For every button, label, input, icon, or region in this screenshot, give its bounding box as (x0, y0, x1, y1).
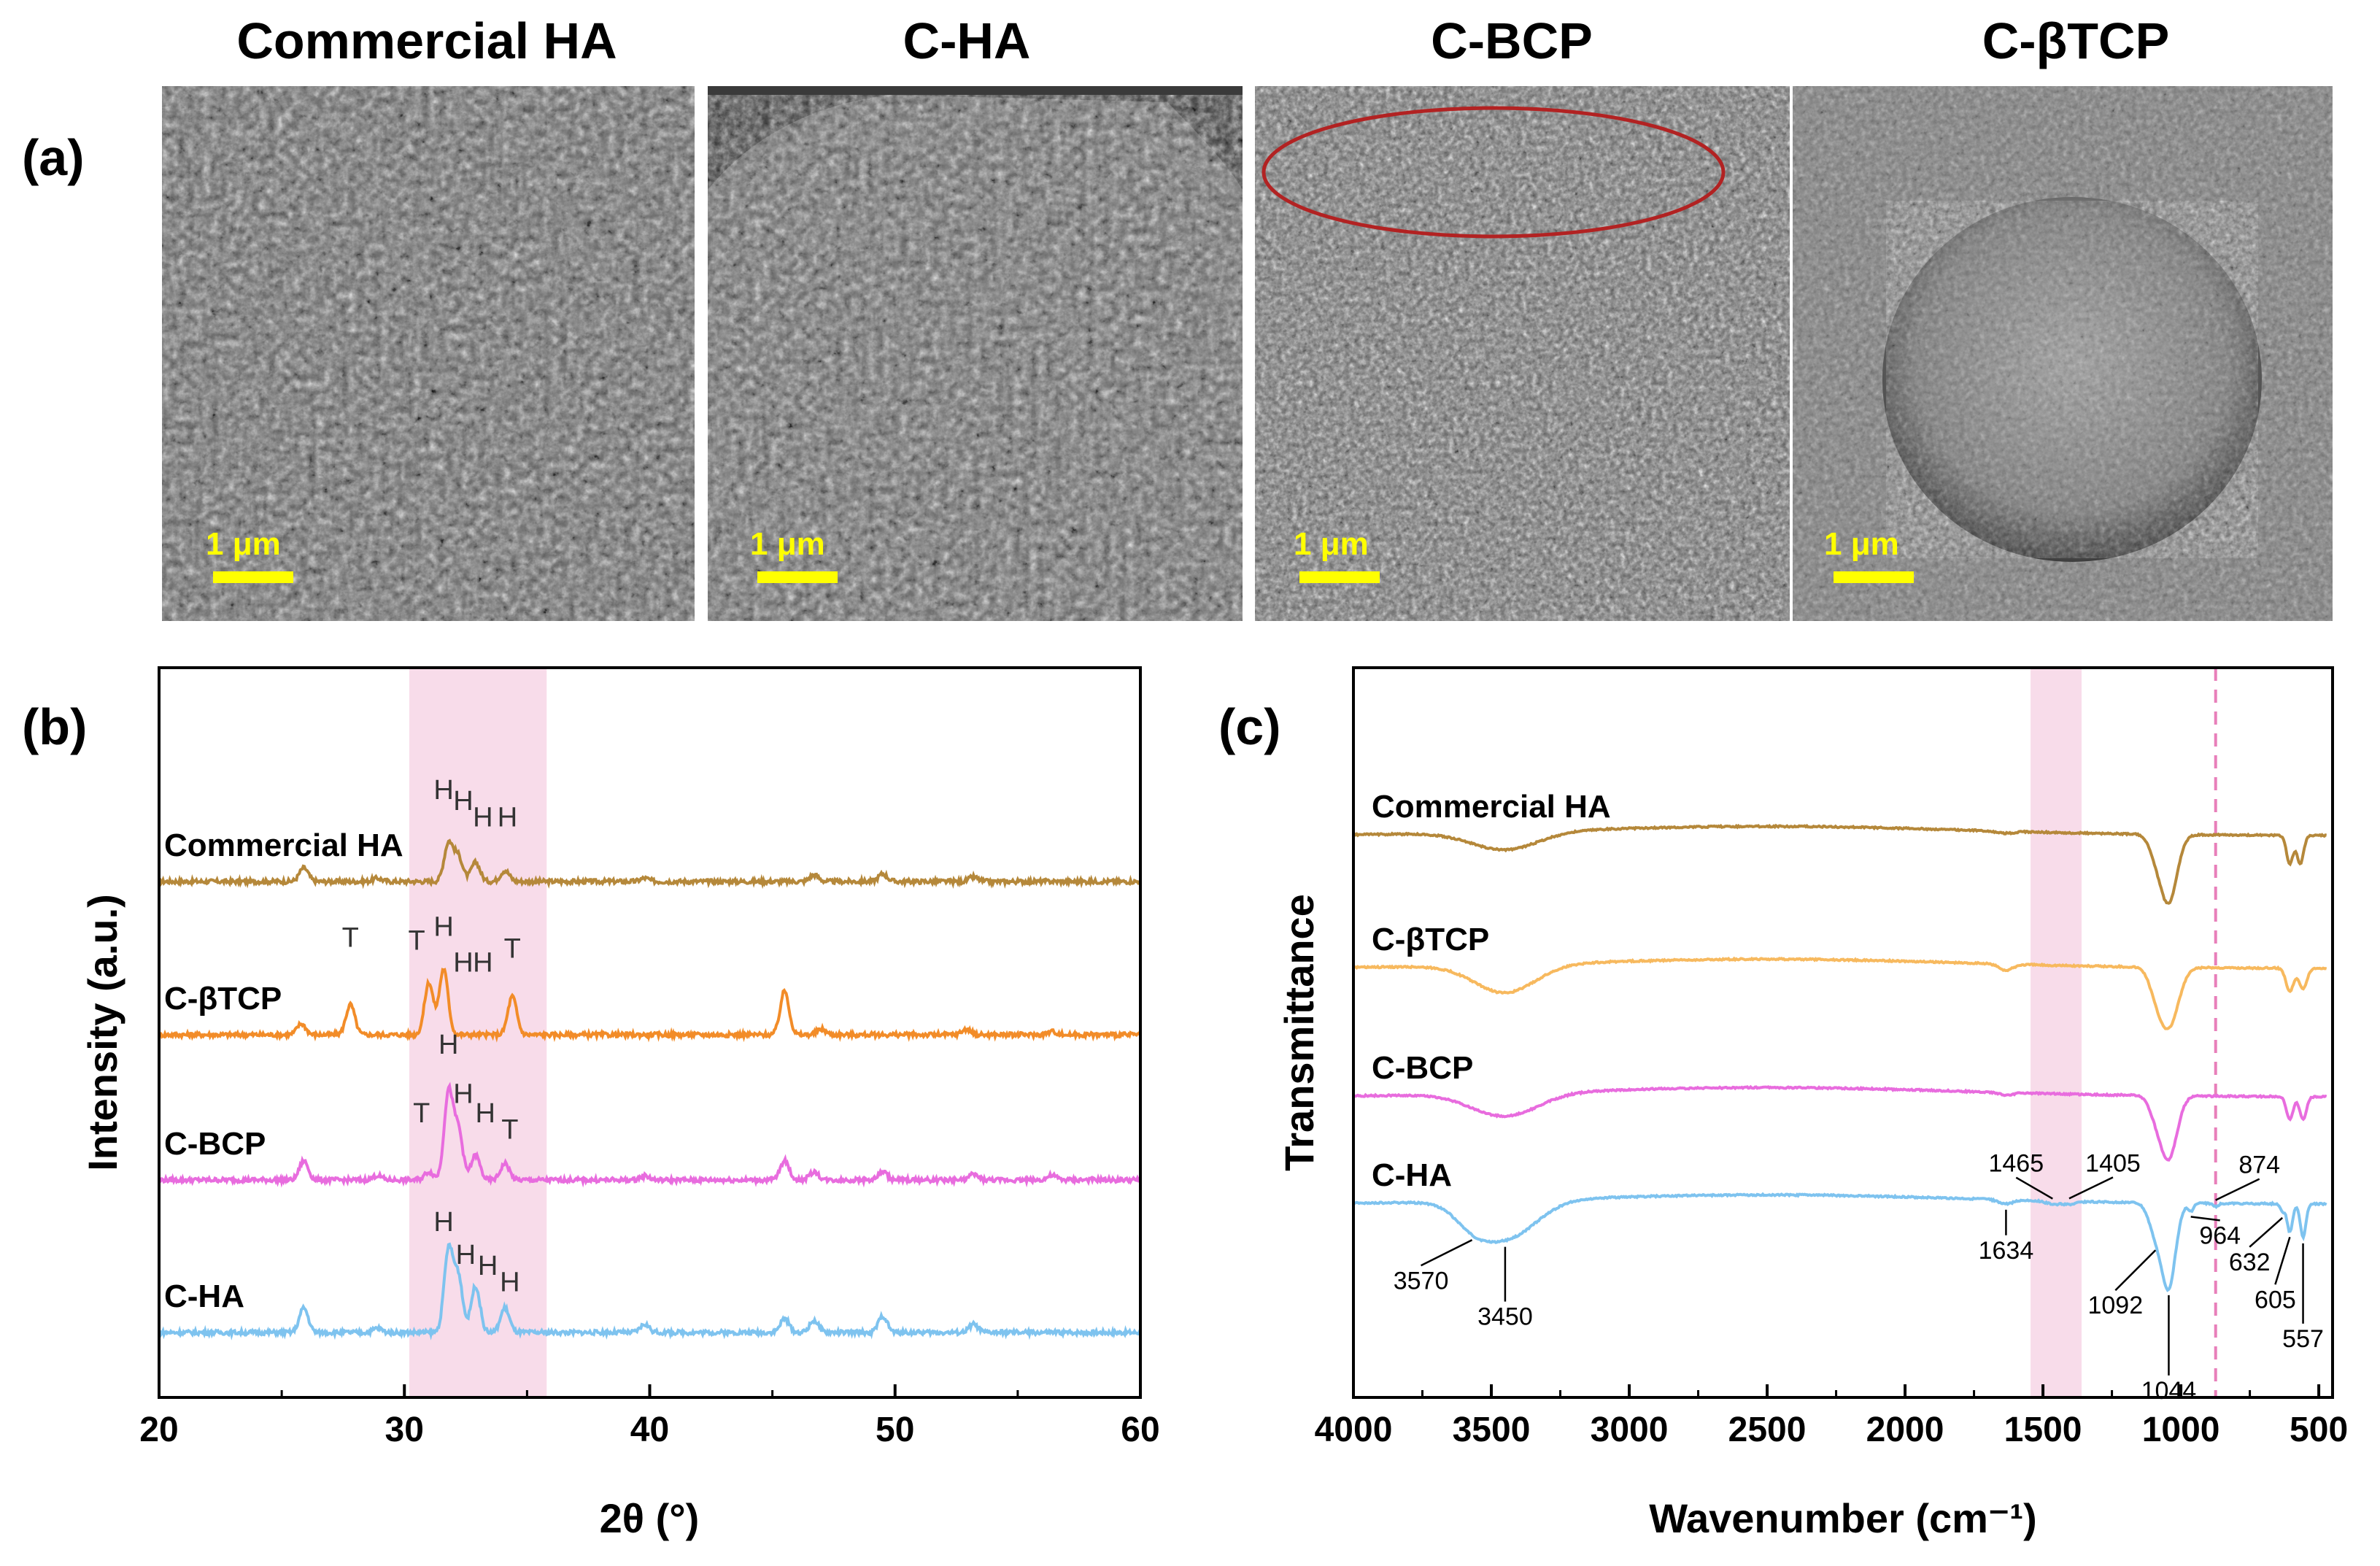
sem-image-3: C-BCP 1 μm (1255, 12, 1790, 621)
sem-title-4: C-βTCP (1982, 12, 2170, 69)
ftir-ylabel: Transmittance (1276, 894, 1322, 1171)
xrd-peak-marker: H (475, 1098, 495, 1129)
ftir-annotation-arrow (2015, 1176, 2053, 1200)
xrd-xtick-label: 30 (385, 1411, 424, 1449)
sem-title-2: C-HA (903, 12, 1031, 69)
xrd-peak-marker: T (413, 1098, 430, 1129)
xrd-xtick-label: 60 (1121, 1411, 1159, 1449)
xrd-series-line (158, 838, 1142, 890)
ftir-annotation-arrow (2068, 1176, 2114, 1200)
xrd-xtick-label: 50 (876, 1411, 914, 1449)
sem-title-1: Commercial HA (236, 12, 617, 69)
ftir-series-line (1353, 823, 2327, 905)
ftir-highlight-band (2031, 668, 2082, 1397)
ftir-xlabel: Wavenumber (cm⁻¹) (1649, 1495, 2037, 1541)
ftir-series-line (1353, 1084, 2327, 1162)
ftir-annotation: 3450 (1477, 1303, 1533, 1331)
ftir-annotation: 605 (2255, 1286, 2296, 1314)
xrd-series-line (158, 1081, 1142, 1188)
ftir-annotation: 1465 (1988, 1150, 2044, 1178)
xrd-peak-marker: H (498, 803, 517, 833)
xrd-series-label: C-βTCP (164, 981, 282, 1017)
ftir-annotation: 1634 (1979, 1237, 2034, 1265)
xrd-peak-marker: H (433, 1207, 453, 1238)
xrd-peak-marker: H (456, 1240, 476, 1270)
xrd-peak-marker: H (453, 947, 473, 978)
panel-label-c: (c) (1218, 698, 1281, 755)
ftir-annotation: 1092 (2087, 1292, 2143, 1319)
xrd-series-line (158, 968, 1142, 1043)
ftir-series-label: C-βTCP (1372, 922, 1489, 957)
ftir-xtick-label: 500 (2290, 1411, 2348, 1449)
ftir-annotation-arrow (2274, 1236, 2291, 1285)
scale-bar-1 (213, 571, 293, 583)
ftir-annotation: 557 (2282, 1325, 2324, 1353)
xrd-xtick-label: 20 (139, 1411, 178, 1449)
xrd-peak-marker: H (433, 775, 453, 806)
ftir-annotation-arrow (2114, 1249, 2157, 1292)
ftir-annotation: 1044 (2141, 1377, 2197, 1405)
xrd-peak-marker: H (473, 947, 492, 978)
ftir-xtick-label: 3000 (1591, 1411, 1669, 1449)
scale-label-1: 1 μm (206, 526, 281, 562)
xrd-ylabel: Intensity (a.u.) (80, 894, 125, 1171)
xrd-peak-marker: H (453, 1079, 473, 1110)
ftir-annotation: 874 (2238, 1152, 2280, 1179)
xrd-peak-marker: H (438, 1030, 458, 1060)
scale-label-4: 1 μm (1824, 526, 1899, 562)
ftir-annotation-arrow (2249, 1216, 2284, 1248)
xrd-series-label: Commercial HA (164, 828, 403, 863)
xrd-peak-marker: T (501, 1114, 518, 1145)
ftir-annotation-arrow (2190, 1216, 2220, 1222)
scale-label-2: 1 μm (750, 526, 825, 562)
ftir-xtick-label: 3500 (1453, 1411, 1531, 1449)
xrd-series-label: C-BCP (164, 1126, 266, 1162)
ftir-annotation: 1405 (2085, 1149, 2141, 1177)
sem-image-1: Commercial HA 1 μm (162, 12, 695, 621)
ftir-xtick-label: 2000 (1866, 1411, 1944, 1449)
ftir-annotation: 964 (2199, 1222, 2241, 1249)
scale-bar-3 (1299, 571, 1380, 583)
xrd-peak-marker: H (433, 912, 453, 943)
sem-image-2: C-HA 1 μm (708, 12, 1243, 621)
ftir-chart: Commercial HA C-βTCP C-BCP C-HA 3570 3450 163… (1276, 666, 2348, 1541)
panel-label-b: (b) (22, 698, 87, 755)
ftir-series-label: C-BCP (1372, 1050, 1473, 1086)
xrd-peak-marker: H (500, 1267, 519, 1297)
ftir-xtick-label: 4000 (1315, 1411, 1393, 1449)
xrd-peak-marker: H (478, 1251, 498, 1281)
ftir-annotation: 632 (2229, 1249, 2271, 1276)
sem-image-4: C-βTCP 1 μm (1793, 12, 2333, 621)
xrd-peak-marker: T (504, 934, 521, 965)
xrd-xtick-label: 40 (630, 1411, 669, 1449)
xrd-peak-marker: H (473, 803, 492, 833)
ftir-xtick-label: 1500 (2004, 1411, 2082, 1449)
scale-bar-2 (757, 571, 838, 583)
ftir-series-line (1353, 1192, 2327, 1292)
xrd-series-label: C-HA (164, 1278, 244, 1314)
xrd-peak-marker: H (453, 786, 473, 817)
ftir-series-line (1353, 956, 2327, 1030)
ftir-annotation-arrow (1420, 1239, 1473, 1267)
ftir-series-label: Commercial HA (1372, 789, 1611, 825)
xrd-peak-marker: T (342, 923, 359, 954)
ftir-annotation: 3570 (1394, 1267, 1449, 1295)
xrd-peak-marker: T (408, 925, 425, 956)
ftir-annotation-arrow (2215, 1178, 2260, 1201)
ftir-plot-frame (1352, 666, 2334, 1399)
panel-label-a: (a) (22, 129, 85, 186)
xrd-series-line (158, 1242, 1142, 1341)
scale-bar-4 (1834, 571, 1914, 583)
ftir-xtick-label: 1000 (2142, 1411, 2220, 1449)
highlight-ellipse (1262, 106, 1726, 239)
ftir-xtick-label: 2500 (1728, 1411, 1807, 1449)
ftir-series-label: C-HA (1372, 1157, 1452, 1193)
sem-title-3: C-BCP (1431, 12, 1593, 69)
xrd-xlabel: 2θ (°) (600, 1495, 700, 1541)
scale-label-3: 1 μm (1294, 526, 1369, 562)
